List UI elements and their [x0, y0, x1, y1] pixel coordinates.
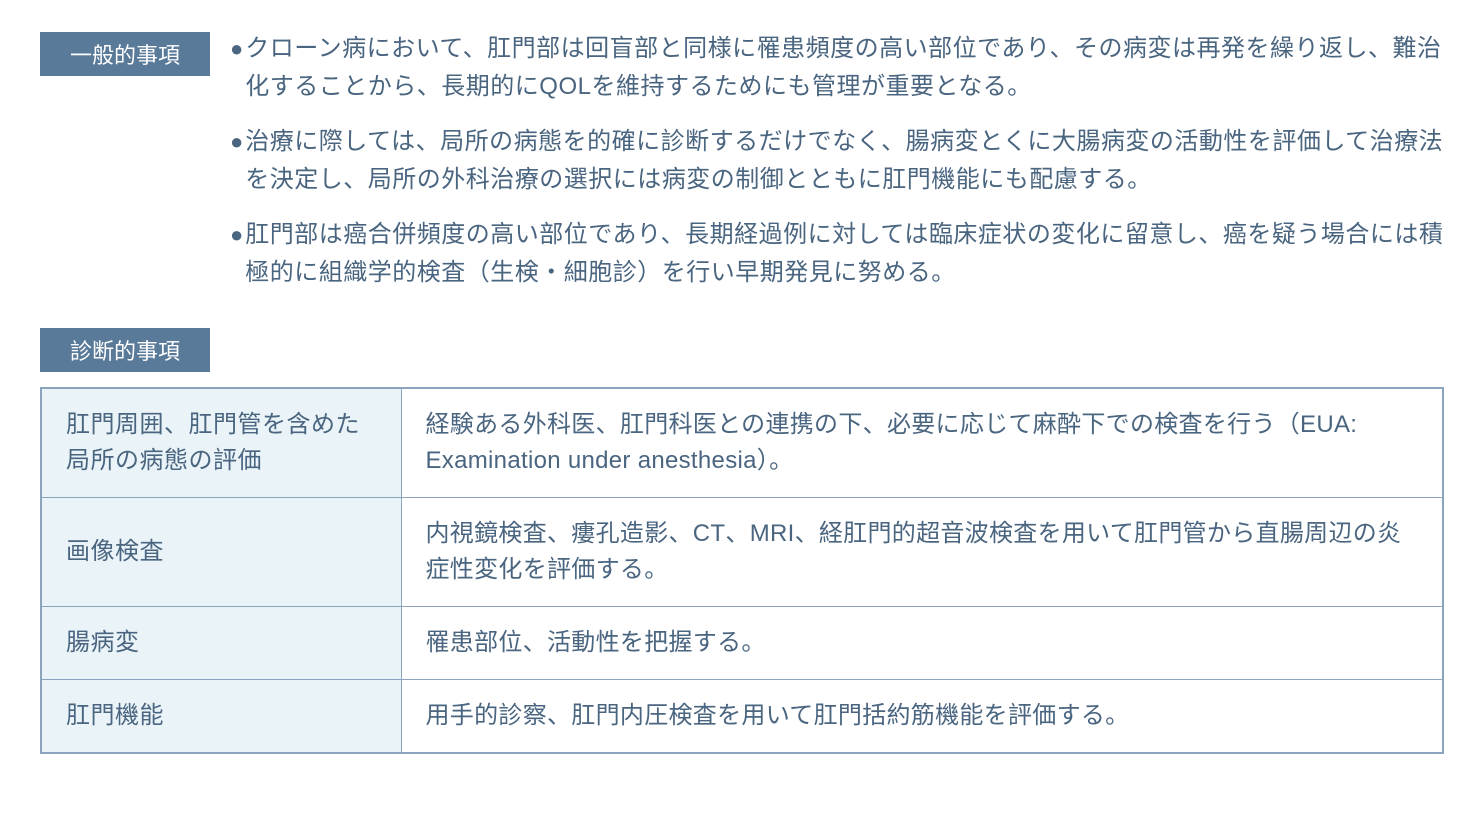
bullet-icon: ●: [230, 216, 243, 253]
diagnostic-section-label: 診断的事項: [40, 328, 210, 372]
diag-row-desc: 経験ある外科医、肛門科医との連携の下、必要に応じて麻酔下での検査を行う（EUA:…: [401, 388, 1443, 498]
bullet-item: ● 治療に際しては、局所の病態を的確に診断するだけでなく、腸病変とくに大腸病変の…: [230, 123, 1444, 200]
bullet-icon: ●: [230, 30, 243, 67]
bullet-text: 治療に際しては、局所の病態を的確に診断するだけでなく、腸病変とくに大腸病変の活動…: [245, 123, 1444, 200]
diag-row-label: 肛門機能: [41, 680, 401, 754]
table-row: 肛門周囲、肛門管を含めた局所の病態の評価 経験ある外科医、肛門科医との連携の下、…: [41, 388, 1443, 498]
general-section-label: 一般的事項: [40, 32, 210, 76]
general-section: 一般的事項 ● クローン病において、肛門部は回盲部と同様に罹患頻度の高い部位であ…: [40, 30, 1444, 308]
diagnostic-section-header: 診断的事項: [40, 328, 1444, 372]
diag-row-desc: 内視鏡検査、瘻孔造影、CT、MRI、経肛門的超音波検査を用いて肛門管から直腸周辺…: [401, 498, 1443, 607]
diag-row-desc: 罹患部位、活動性を把握する。: [401, 607, 1443, 680]
bullet-item: ● 肛門部は癌合併頻度の高い部位であり、長期経過例に対しては臨床症状の変化に留意…: [230, 216, 1444, 293]
diagnostic-table: 肛門周囲、肛門管を含めた局所の病態の評価 経験ある外科医、肛門科医との連携の下、…: [40, 387, 1444, 754]
table-row: 腸病変 罹患部位、活動性を把握する。: [41, 607, 1443, 680]
general-bullets: ● クローン病において、肛門部は回盲部と同様に罹患頻度の高い部位であり、その病変…: [230, 30, 1444, 308]
bullet-item: ● クローン病において、肛門部は回盲部と同様に罹患頻度の高い部位であり、その病変…: [230, 30, 1444, 107]
table-row: 肛門機能 用手的診察、肛門内圧検査を用いて肛門括約筋機能を評価する。: [41, 680, 1443, 754]
bullet-icon: ●: [230, 123, 243, 160]
diag-row-label: 画像検査: [41, 498, 401, 607]
diag-row-label: 肛門周囲、肛門管を含めた局所の病態の評価: [41, 388, 401, 498]
diag-row-label: 腸病変: [41, 607, 401, 680]
table-row: 画像検査 内視鏡検査、瘻孔造影、CT、MRI、経肛門的超音波検査を用いて肛門管か…: [41, 498, 1443, 607]
diag-row-desc: 用手的診察、肛門内圧検査を用いて肛門括約筋機能を評価する。: [401, 680, 1443, 754]
bullet-text: クローン病において、肛門部は回盲部と同様に罹患頻度の高い部位であり、その病変は再…: [245, 30, 1444, 107]
bullet-text: 肛門部は癌合併頻度の高い部位であり、長期経過例に対しては臨床症状の変化に留意し、…: [245, 216, 1444, 293]
